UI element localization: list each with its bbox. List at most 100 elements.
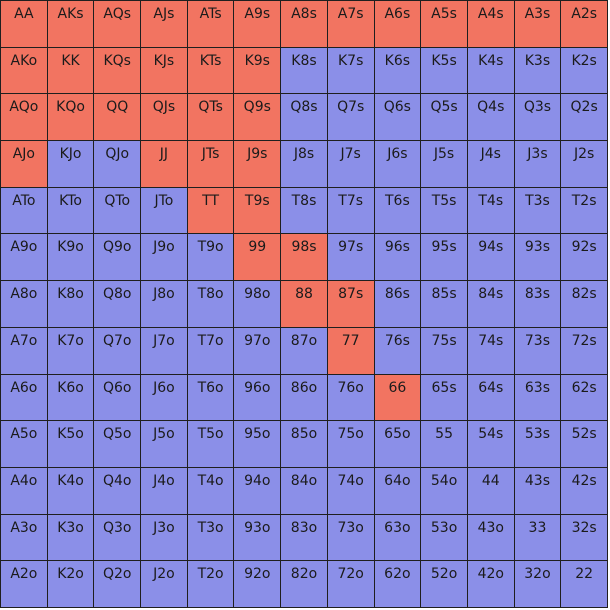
hand-cell-t6o[interactable]: T6o <box>187 374 235 422</box>
hand-cell-73s[interactable]: 73s <box>514 327 562 375</box>
hand-cell-83s[interactable]: 83s <box>514 281 562 328</box>
hand-cell-a5s[interactable]: A5s <box>421 1 468 48</box>
hand-cell-jts[interactable]: JTs <box>187 141 235 188</box>
hand-cell-ajo[interactable]: AJo <box>1 141 48 188</box>
hand-cell-93o[interactable]: 93o <box>234 514 282 562</box>
hand-cell-k6o[interactable]: K6o <box>47 374 95 422</box>
hand-cell-42s[interactable]: 42s <box>561 467 608 515</box>
hand-cell-a9s[interactable]: A9s <box>234 1 282 48</box>
hand-cell-92s[interactable]: 92s <box>561 234 608 282</box>
hand-cell-ats[interactable]: ATs <box>187 1 235 48</box>
hand-cell-95s[interactable]: 95s <box>421 234 468 282</box>
hand-cell-kk[interactable]: KK <box>47 47 95 95</box>
hand-cell-t9s[interactable]: T9s <box>234 187 282 235</box>
hand-cell-77[interactable]: 77 <box>327 327 375 375</box>
hand-cell-85s[interactable]: 85s <box>421 281 468 328</box>
hand-cell-k5s[interactable]: K5s <box>421 47 468 95</box>
hand-cell-t7s[interactable]: T7s <box>327 187 375 235</box>
hand-cell-33[interactable]: 33 <box>514 514 562 562</box>
hand-cell-q5s[interactable]: Q5s <box>421 94 468 142</box>
hand-cell-k8s[interactable]: K8s <box>281 47 328 95</box>
hand-cell-q6o[interactable]: Q6o <box>94 374 142 422</box>
hand-cell-64o[interactable]: 64o <box>374 467 422 515</box>
hand-cell-q7o[interactable]: Q7o <box>94 327 142 375</box>
hand-cell-k7s[interactable]: K7s <box>327 47 375 95</box>
hand-cell-qto[interactable]: QTo <box>94 187 142 235</box>
hand-cell-k3o[interactable]: K3o <box>47 514 95 562</box>
hand-cell-86s[interactable]: 86s <box>374 281 422 328</box>
hand-cell-q4s[interactable]: Q4s <box>467 94 515 142</box>
hand-cell-j9o[interactable]: J9o <box>141 234 188 282</box>
hand-cell-44[interactable]: 44 <box>467 467 515 515</box>
hand-cell-kto[interactable]: KTo <box>47 187 95 235</box>
hand-cell-87o[interactable]: 87o <box>281 327 328 375</box>
hand-cell-a3s[interactable]: A3s <box>514 1 562 48</box>
hand-cell-86o[interactable]: 86o <box>281 374 328 422</box>
hand-cell-j6s[interactable]: J6s <box>374 141 422 188</box>
hand-cell-65s[interactable]: 65s <box>421 374 468 422</box>
hand-cell-75s[interactable]: 75s <box>421 327 468 375</box>
hand-cell-t8s[interactable]: T8s <box>281 187 328 235</box>
hand-cell-98o[interactable]: 98o <box>234 281 282 328</box>
hand-cell-22[interactable]: 22 <box>561 561 608 608</box>
hand-cell-84o[interactable]: 84o <box>281 467 328 515</box>
hand-cell-62o[interactable]: 62o <box>374 561 422 608</box>
hand-cell-32o[interactable]: 32o <box>514 561 562 608</box>
hand-cell-j5o[interactable]: J5o <box>141 421 188 468</box>
hand-cell-98s[interactable]: 98s <box>281 234 328 282</box>
hand-cell-ako[interactable]: AKo <box>1 47 48 95</box>
hand-cell-a4o[interactable]: A4o <box>1 467 48 515</box>
hand-cell-k7o[interactable]: K7o <box>47 327 95 375</box>
hand-cell-82o[interactable]: 82o <box>281 561 328 608</box>
hand-cell-t9o[interactable]: T9o <box>187 234 235 282</box>
hand-cell-a5o[interactable]: A5o <box>1 421 48 468</box>
hand-cell-kqo[interactable]: KQo <box>47 94 95 142</box>
hand-cell-k9s[interactable]: K9s <box>234 47 282 95</box>
hand-cell-t3o[interactable]: T3o <box>187 514 235 562</box>
hand-cell-q7s[interactable]: Q7s <box>327 94 375 142</box>
hand-cell-53s[interactable]: 53s <box>514 421 562 468</box>
hand-cell-54o[interactable]: 54o <box>421 467 468 515</box>
hand-cell-t2o[interactable]: T2o <box>187 561 235 608</box>
hand-cell-a8o[interactable]: A8o <box>1 281 48 328</box>
hand-cell-82s[interactable]: 82s <box>561 281 608 328</box>
hand-cell-53o[interactable]: 53o <box>421 514 468 562</box>
hand-cell-j4o[interactable]: J4o <box>141 467 188 515</box>
hand-cell-76o[interactable]: 76o <box>327 374 375 422</box>
hand-cell-q9s[interactable]: Q9s <box>234 94 282 142</box>
hand-cell-j2s[interactable]: J2s <box>561 141 608 188</box>
hand-cell-q2s[interactable]: Q2s <box>561 94 608 142</box>
hand-cell-qjs[interactable]: QJs <box>141 94 188 142</box>
hand-cell-t7o[interactable]: T7o <box>187 327 235 375</box>
hand-cell-j8o[interactable]: J8o <box>141 281 188 328</box>
hand-cell-t2s[interactable]: T2s <box>561 187 608 235</box>
hand-cell-a2o[interactable]: A2o <box>1 561 48 608</box>
hand-cell-74o[interactable]: 74o <box>327 467 375 515</box>
hand-cell-qjo[interactable]: QJo <box>94 141 142 188</box>
hand-cell-42o[interactable]: 42o <box>467 561 515 608</box>
hand-cell-75o[interactable]: 75o <box>327 421 375 468</box>
hand-cell-t6s[interactable]: T6s <box>374 187 422 235</box>
hand-cell-q9o[interactable]: Q9o <box>94 234 142 282</box>
hand-cell-qts[interactable]: QTs <box>187 94 235 142</box>
hand-cell-j6o[interactable]: J6o <box>141 374 188 422</box>
hand-cell-kts[interactable]: KTs <box>187 47 235 95</box>
hand-cell-jto[interactable]: JTo <box>141 187 188 235</box>
hand-cell-k2s[interactable]: K2s <box>561 47 608 95</box>
hand-cell-83o[interactable]: 83o <box>281 514 328 562</box>
hand-cell-k3s[interactable]: K3s <box>514 47 562 95</box>
hand-cell-73o[interactable]: 73o <box>327 514 375 562</box>
hand-cell-63o[interactable]: 63o <box>374 514 422 562</box>
hand-cell-97s[interactable]: 97s <box>327 234 375 282</box>
hand-cell-a6o[interactable]: A6o <box>1 374 48 422</box>
hand-cell-j2o[interactable]: J2o <box>141 561 188 608</box>
hand-cell-a8s[interactable]: A8s <box>281 1 328 48</box>
hand-cell-ajs[interactable]: AJs <box>141 1 188 48</box>
hand-cell-a6s[interactable]: A6s <box>374 1 422 48</box>
hand-cell-j8s[interactable]: J8s <box>281 141 328 188</box>
hand-cell-54s[interactable]: 54s <box>467 421 515 468</box>
hand-cell-j7o[interactable]: J7o <box>141 327 188 375</box>
hand-cell-94s[interactable]: 94s <box>467 234 515 282</box>
hand-cell-q2o[interactable]: Q2o <box>94 561 142 608</box>
hand-cell-72s[interactable]: 72s <box>561 327 608 375</box>
